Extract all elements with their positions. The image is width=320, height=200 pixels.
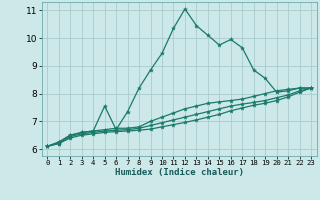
X-axis label: Humidex (Indice chaleur): Humidex (Indice chaleur) [115, 168, 244, 177]
